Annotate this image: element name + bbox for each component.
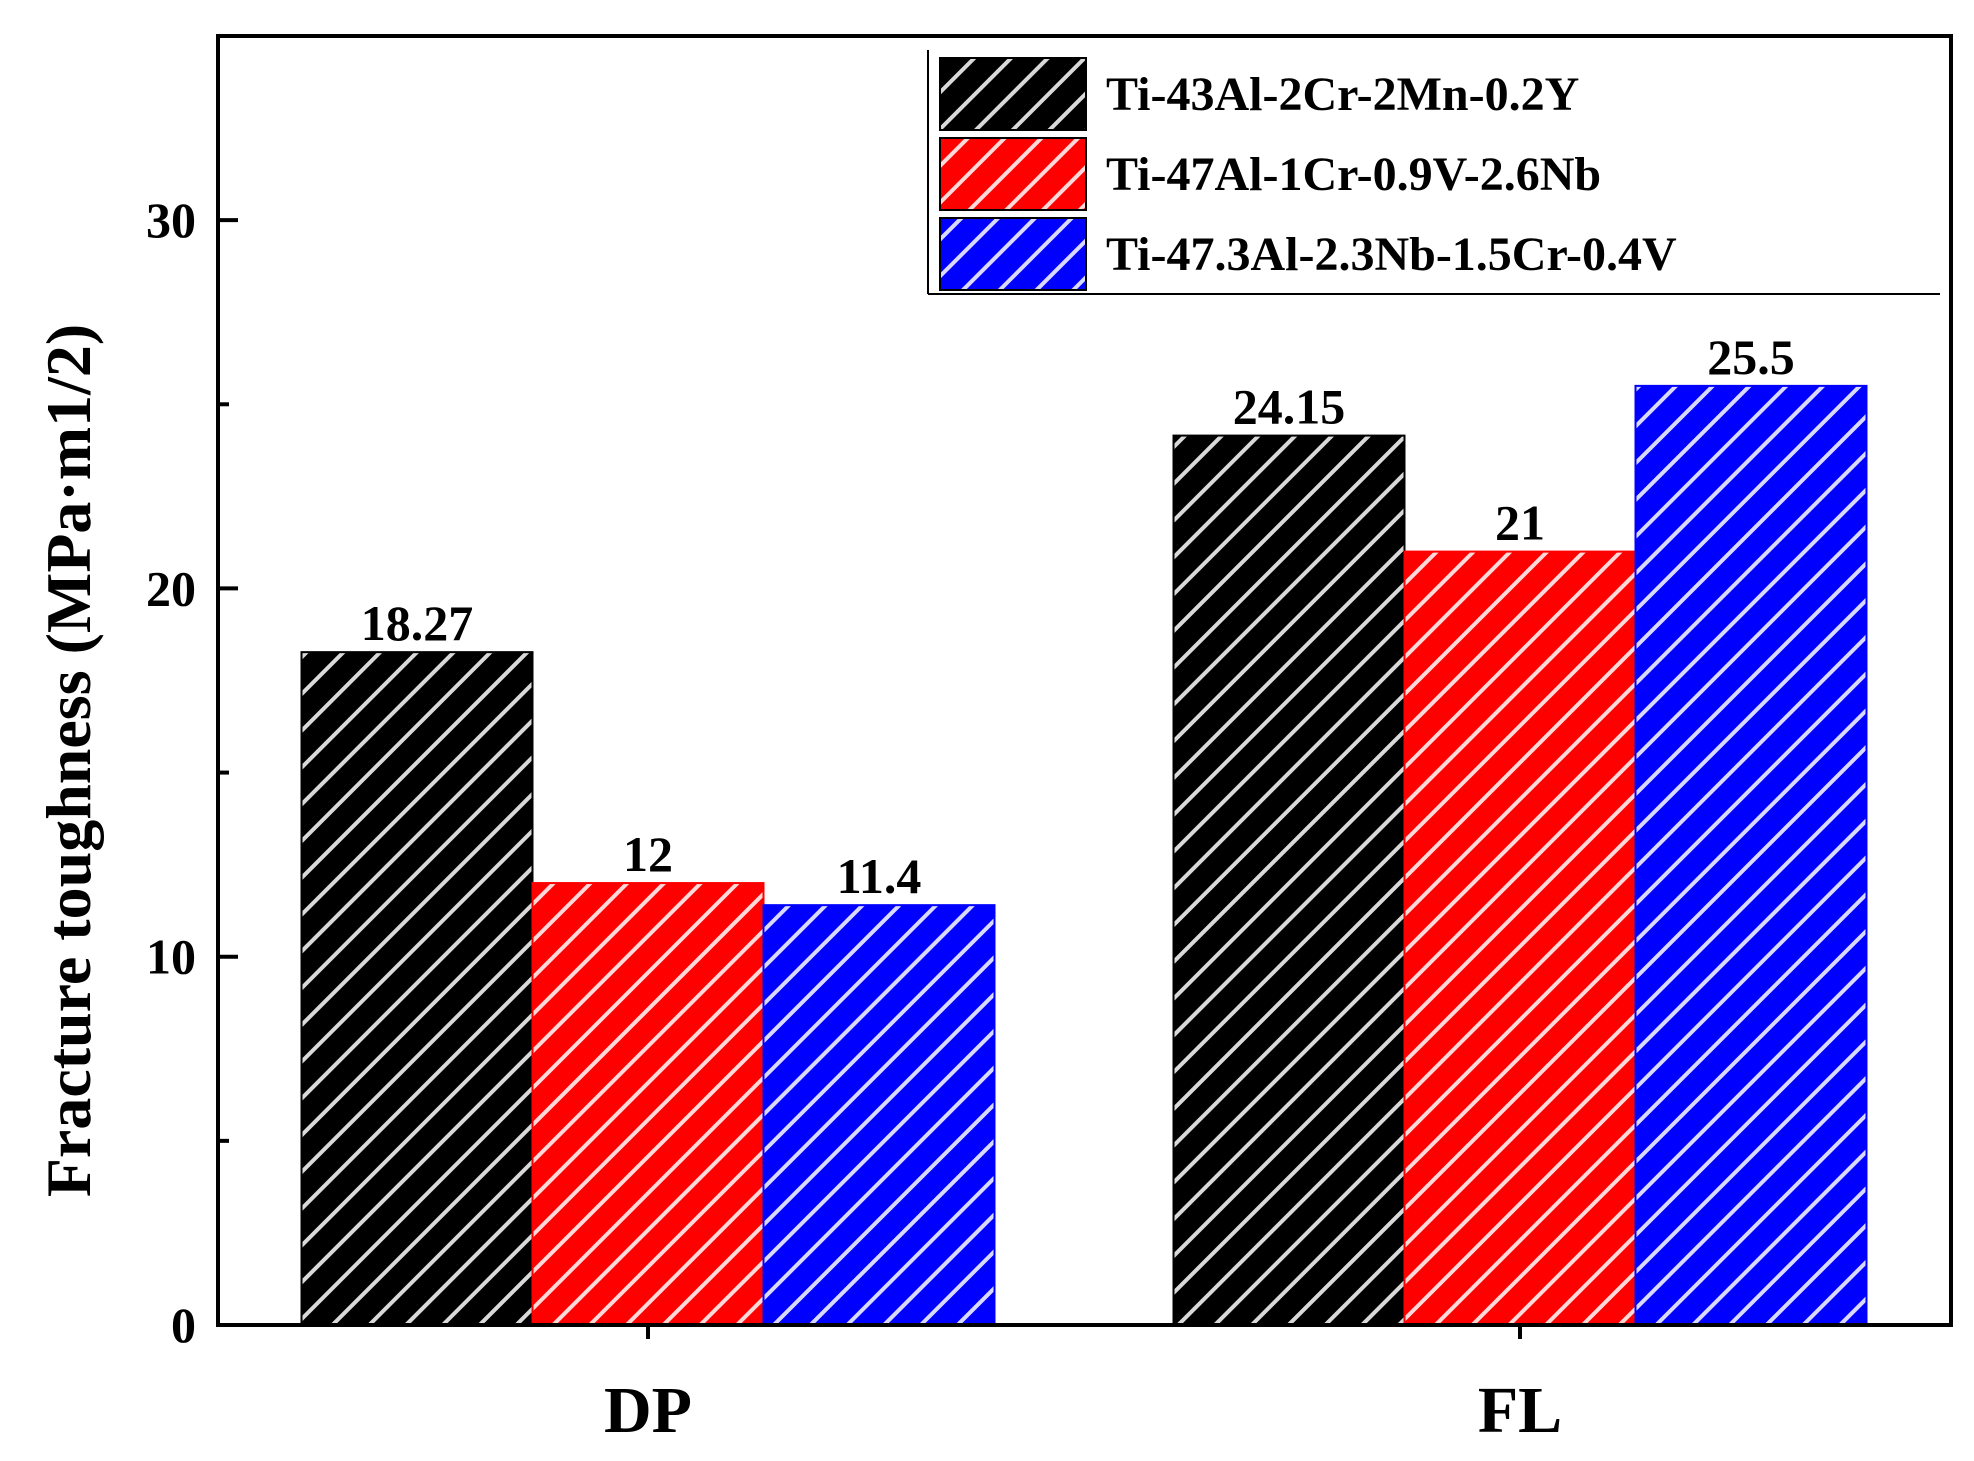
data-label-fl-series-1: 24.15 xyxy=(1233,379,1346,435)
bar-dp-series-3 xyxy=(762,904,996,1326)
y-tick-label-30: 30 xyxy=(146,192,196,248)
legend-swatch-series-1 xyxy=(939,57,1087,131)
plot-frame xyxy=(216,34,1953,1327)
bar-fl-series-2 xyxy=(1403,550,1637,1326)
data-label-fl-series-3: 25.5 xyxy=(1707,329,1795,385)
y-tick-label-0: 0 xyxy=(171,1297,196,1353)
x-category-label-fl: FL xyxy=(1478,1374,1562,1447)
bar-fl-series-1 xyxy=(1172,434,1406,1326)
legend-label-series-1: Ti-43Al-2Cr-2Mn-0.2Y xyxy=(1106,68,1579,121)
data-label-dp-series-1: 18.27 xyxy=(361,595,474,651)
bar-dp-series-1 xyxy=(300,651,534,1326)
legend-box xyxy=(928,50,1940,294)
y-tick-label-10: 10 xyxy=(146,929,196,985)
y-axis-label: Fracture toughness (MPa·m1/2) xyxy=(33,324,104,1197)
legend-swatch-series-3 xyxy=(939,217,1087,291)
legend-swatch-series-2 xyxy=(939,137,1087,211)
y-tick-label-20: 20 xyxy=(146,560,196,616)
data-label-dp-series-3: 11.4 xyxy=(837,848,922,904)
data-label-dp-series-2: 12 xyxy=(623,826,673,882)
data-label-fl-series-2: 21 xyxy=(1495,495,1545,551)
bar-fl-series-3 xyxy=(1634,384,1868,1327)
legend-label-series-2: Ti-47Al-1Cr-0.9V-2.6Nb xyxy=(1106,148,1601,201)
bar-dp-series-2 xyxy=(531,882,765,1326)
legend-label-series-3: Ti-47.3Al-2.3Nb-1.5Cr-0.4V xyxy=(1106,228,1677,281)
x-category-label-dp: DP xyxy=(604,1374,692,1447)
